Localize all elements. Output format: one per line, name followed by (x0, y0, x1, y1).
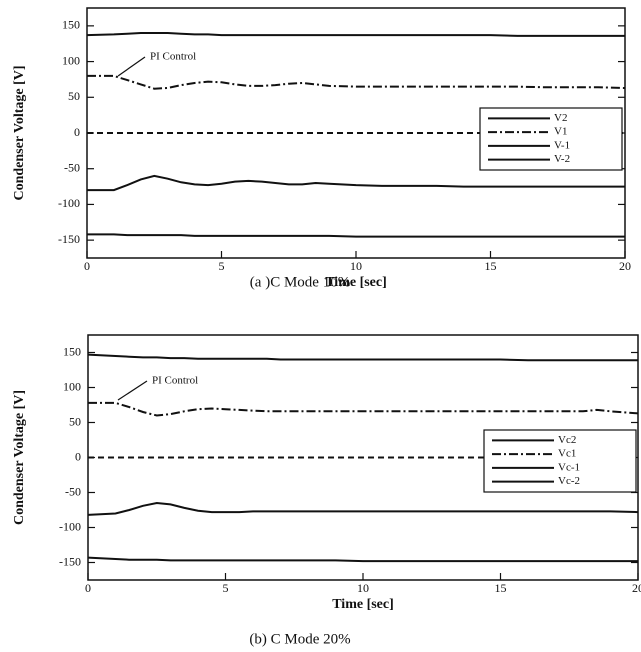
series-line (86, 32, 625, 37)
series-line (87, 233, 625, 238)
series-line (88, 401, 639, 417)
y-axis-label: Condenser Voltage [V] (12, 390, 27, 525)
legend-label: Vc2 (558, 434, 576, 446)
y-axis-label: Condenser Voltage [V] (12, 65, 27, 200)
x-axis-label: Time [sec] (325, 275, 387, 290)
caption: (a )C Mode 10% (250, 274, 350, 290)
series-line (87, 353, 638, 362)
annotation-arrow (117, 380, 148, 401)
x-tick-label: 0 (84, 259, 90, 273)
x-tick-label: 20 (632, 581, 641, 595)
legend-label: V-1 (554, 139, 570, 151)
x-tick-label: 15 (485, 259, 497, 273)
series-line (87, 501, 639, 516)
y-tick-label: 150 (62, 18, 80, 32)
x-tick-label: 5 (219, 259, 225, 273)
y-tick-label: -100 (59, 519, 81, 533)
y-tick-label: -50 (64, 160, 80, 174)
caption: (b) C Mode 20% (249, 631, 350, 647)
x-tick-label: 5 (223, 581, 229, 595)
x-axis-label: Time [sec] (332, 597, 394, 612)
x-tick-label: 10 (357, 581, 369, 595)
legend-label: Vc1 (558, 448, 576, 460)
legend-label: V1 (554, 126, 567, 138)
y-tick-label: 150 (63, 344, 81, 358)
y-tick-label: 0 (75, 449, 81, 463)
x-tick-label: 10 (350, 259, 362, 273)
legend-label: V2 (554, 112, 567, 124)
y-tick-label: 50 (69, 414, 81, 428)
y-tick-label: 50 (68, 89, 80, 103)
series-line (87, 74, 626, 90)
annotation: PI Control (152, 375, 198, 387)
y-tick-label: -100 (58, 196, 80, 210)
y-tick-label: -150 (58, 232, 80, 246)
y-tick-label: -50 (65, 484, 81, 498)
y-tick-label: 100 (63, 379, 81, 393)
legend-label: Vc-1 (558, 461, 580, 473)
y-tick-label: -150 (59, 554, 81, 568)
annotation-arrow (117, 56, 146, 77)
x-tick-label: 15 (495, 581, 507, 595)
annotation: PI Control (150, 51, 196, 63)
y-tick-label: 0 (74, 125, 80, 139)
x-tick-label: 0 (85, 581, 91, 595)
series-line (87, 556, 638, 563)
legend-box (479, 107, 623, 171)
series-line (87, 174, 625, 192)
legend-label: V-2 (554, 153, 570, 165)
legend-label: Vc-2 (558, 475, 580, 487)
x-tick-label: 20 (619, 259, 631, 273)
y-tick-label: 100 (62, 53, 80, 67)
